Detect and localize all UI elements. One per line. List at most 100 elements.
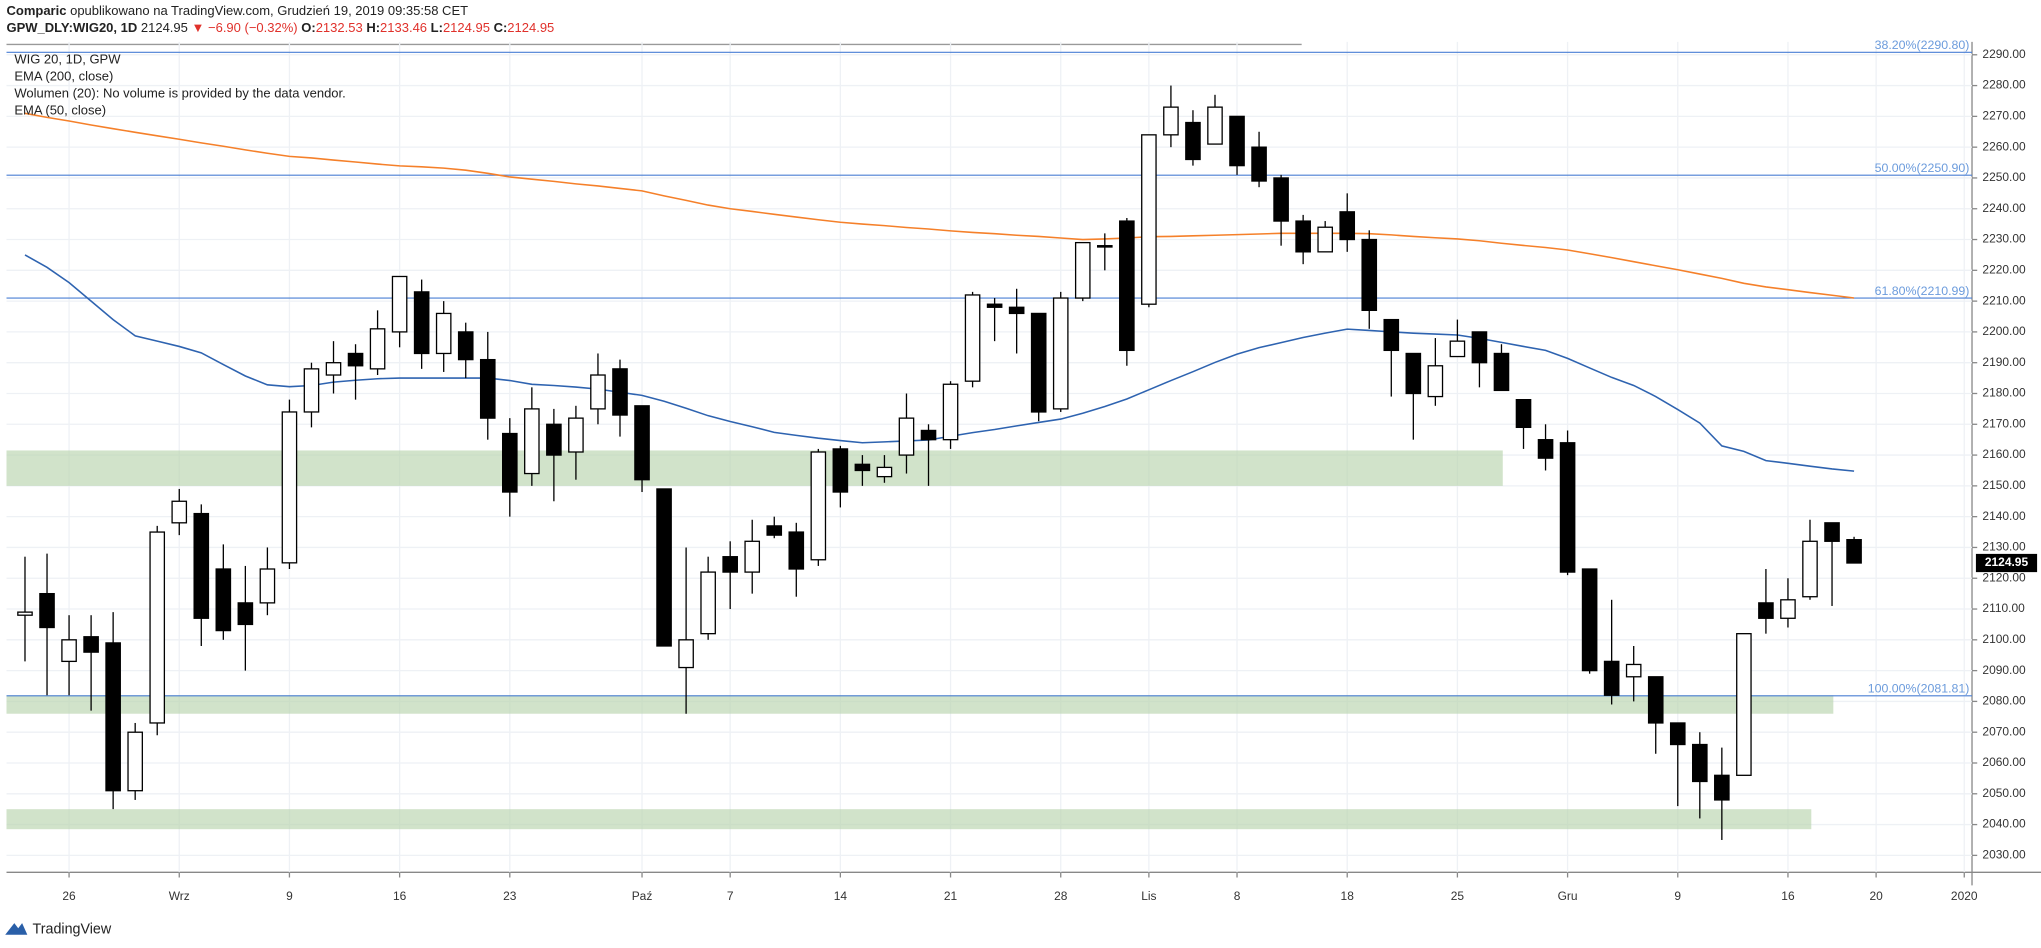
candle-body xyxy=(1030,312,1047,413)
y-tick-label: 2170.00 xyxy=(1982,416,2026,430)
footer-logo: TradingView xyxy=(5,921,112,937)
candle-body xyxy=(1427,365,1444,398)
candle-body xyxy=(1559,442,1576,573)
footer-brand: TradingView xyxy=(33,921,112,937)
candle-body xyxy=(700,571,716,635)
candle-body xyxy=(149,531,166,724)
fib-label: 61.80%(2210.99) xyxy=(1875,284,1970,298)
candle-body xyxy=(1074,241,1091,299)
fib-label: 38.20%(2290.80) xyxy=(1875,38,1970,52)
candle-body xyxy=(1625,663,1642,678)
x-tick-label: 2020 xyxy=(1951,889,1978,903)
candle-body xyxy=(612,368,628,416)
candle-body xyxy=(325,362,342,376)
symbol: GPW_DLY:WIG20, 1D xyxy=(7,20,138,35)
y-tick-label: 2060.00 xyxy=(1982,755,2026,769)
published: opublikowano na TradingView.com, Grudzie… xyxy=(70,3,468,18)
zone xyxy=(6,450,1503,486)
candle-body xyxy=(1691,743,1708,783)
candle-body xyxy=(479,358,496,419)
candle-body xyxy=(1383,318,1400,352)
candle-body xyxy=(1008,306,1025,315)
legend-note: Wolumen (20): No volume is provided by t… xyxy=(14,85,345,100)
candle-body xyxy=(1207,106,1223,145)
candle-body xyxy=(1714,774,1730,801)
x-tick-label: Gru xyxy=(1558,889,1578,903)
candle-body xyxy=(1471,331,1488,364)
y-tick-label: 2190.00 xyxy=(1982,355,2026,369)
y-tick-label: 2270.00 xyxy=(1982,109,2026,123)
candle-body xyxy=(1141,134,1157,305)
ohlc-value: 2133.46 xyxy=(380,20,427,35)
candle-body xyxy=(303,368,320,413)
arrow: ▼ xyxy=(192,20,205,35)
candle-body xyxy=(1581,568,1598,672)
y-tick-label: 2110.00 xyxy=(1982,601,2025,615)
x-tick-label: Wrz xyxy=(169,889,190,903)
candle-body xyxy=(788,531,805,570)
y-tick-label: 2220.00 xyxy=(1982,262,2026,276)
candle-body xyxy=(876,466,893,478)
candle-body xyxy=(105,642,121,792)
y-tick-label: 2180.00 xyxy=(1982,386,2026,400)
y-tick-label: 2250.00 xyxy=(1982,170,2026,184)
fib-label: 100.00%(2081.81) xyxy=(1868,682,1970,696)
candle-body xyxy=(369,328,386,370)
candle-body xyxy=(524,408,540,475)
candle-body xyxy=(1758,602,1774,619)
legend-entry: EMA (50, close) xyxy=(14,102,106,117)
candle-body xyxy=(766,525,783,536)
header-line: Comparic opublikowano na TradingView.com… xyxy=(7,3,469,18)
candle-body xyxy=(1317,226,1333,253)
y-tick-label: 2050.00 xyxy=(1982,786,2026,800)
candle-body xyxy=(259,568,276,604)
y-tick-label: 2130.00 xyxy=(1982,540,2026,554)
y-tick-label: 2070.00 xyxy=(1982,724,2026,738)
candle-body xyxy=(744,540,761,573)
y-tick-label: 2080.00 xyxy=(1982,694,2026,708)
candle-body xyxy=(1339,211,1356,241)
candle-body xyxy=(942,383,959,441)
y-tick-label: 2030.00 xyxy=(1982,848,2026,862)
candle-body xyxy=(1273,177,1289,222)
author: Comparic xyxy=(7,3,67,18)
y-tick-label: 2040.00 xyxy=(1982,817,2026,831)
x-tick-label: 9 xyxy=(1674,889,1681,903)
candle-body xyxy=(986,303,1003,308)
candle-body xyxy=(1119,220,1135,352)
x-tick-label: 26 xyxy=(62,889,76,903)
x-tick-label: 16 xyxy=(1781,889,1795,903)
fib-label: 50.00%(2250.90) xyxy=(1875,161,1970,175)
last: 2124.95 xyxy=(141,20,188,35)
candle-body xyxy=(457,331,474,361)
y-tick-label: 2280.00 xyxy=(1982,78,2026,92)
x-tick-label: 28 xyxy=(1054,889,1068,903)
candle-body xyxy=(964,294,981,382)
candle-body xyxy=(17,611,33,616)
candle-body xyxy=(1736,633,1752,776)
candle-body xyxy=(347,352,364,367)
y-tick-label: 2200.00 xyxy=(1982,324,2026,338)
candle-body xyxy=(920,429,937,441)
candle-body xyxy=(1493,352,1510,392)
candle-body xyxy=(1096,245,1113,248)
legend-entry: EMA (200, close) xyxy=(14,68,113,83)
candle-body xyxy=(590,374,606,410)
ohlc-value: 2132.53 xyxy=(316,20,363,35)
candle-body xyxy=(810,451,827,561)
ohlc-label: H: xyxy=(366,20,380,35)
candle-body xyxy=(193,512,210,619)
candle-body xyxy=(678,639,694,669)
ohlc-value: 2124.95 xyxy=(507,20,554,35)
candle-body xyxy=(1295,220,1311,253)
plot xyxy=(6,51,1973,840)
x-tick-label: 18 xyxy=(1341,889,1355,903)
x-tick-label: 16 xyxy=(393,889,407,903)
x-tick-label: 21 xyxy=(944,889,958,903)
candle-body xyxy=(1052,297,1069,410)
last-price-label: 2124.95 xyxy=(1985,555,2029,569)
x-tick-label: 7 xyxy=(727,889,734,903)
y-tick-label: 2290.00 xyxy=(1982,47,2026,61)
symbol-line: GPW_DLY:WIG20, 1D 2124.95 ▼ −6.90 (−0.32… xyxy=(7,20,555,35)
